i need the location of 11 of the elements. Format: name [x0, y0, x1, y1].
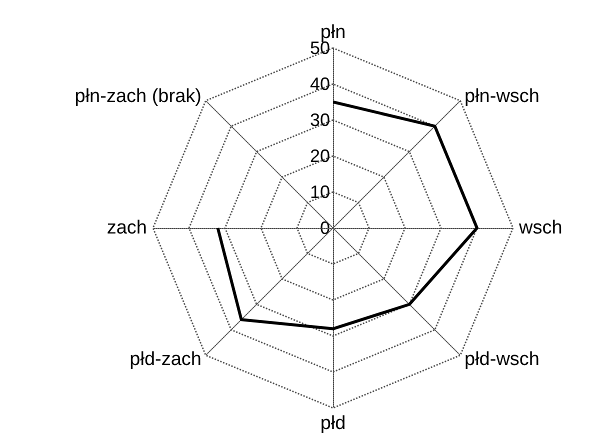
y-tick-label: 20 — [310, 146, 330, 166]
spoke-label: zach — [106, 218, 147, 238]
spoke-label: płd-zach — [130, 349, 202, 370]
spoke-label: płd — [320, 413, 346, 434]
y-tick-label: 10 — [310, 182, 330, 202]
spoke-label: wsch — [518, 218, 562, 238]
spoke-label: płd-wsch — [464, 349, 540, 370]
spoke-label: płn-wsch — [464, 86, 540, 107]
y-tick-label: 30 — [310, 110, 330, 130]
spoke-label: płn-zach (brak) — [74, 86, 202, 107]
y-tick-label: 40 — [310, 74, 330, 94]
